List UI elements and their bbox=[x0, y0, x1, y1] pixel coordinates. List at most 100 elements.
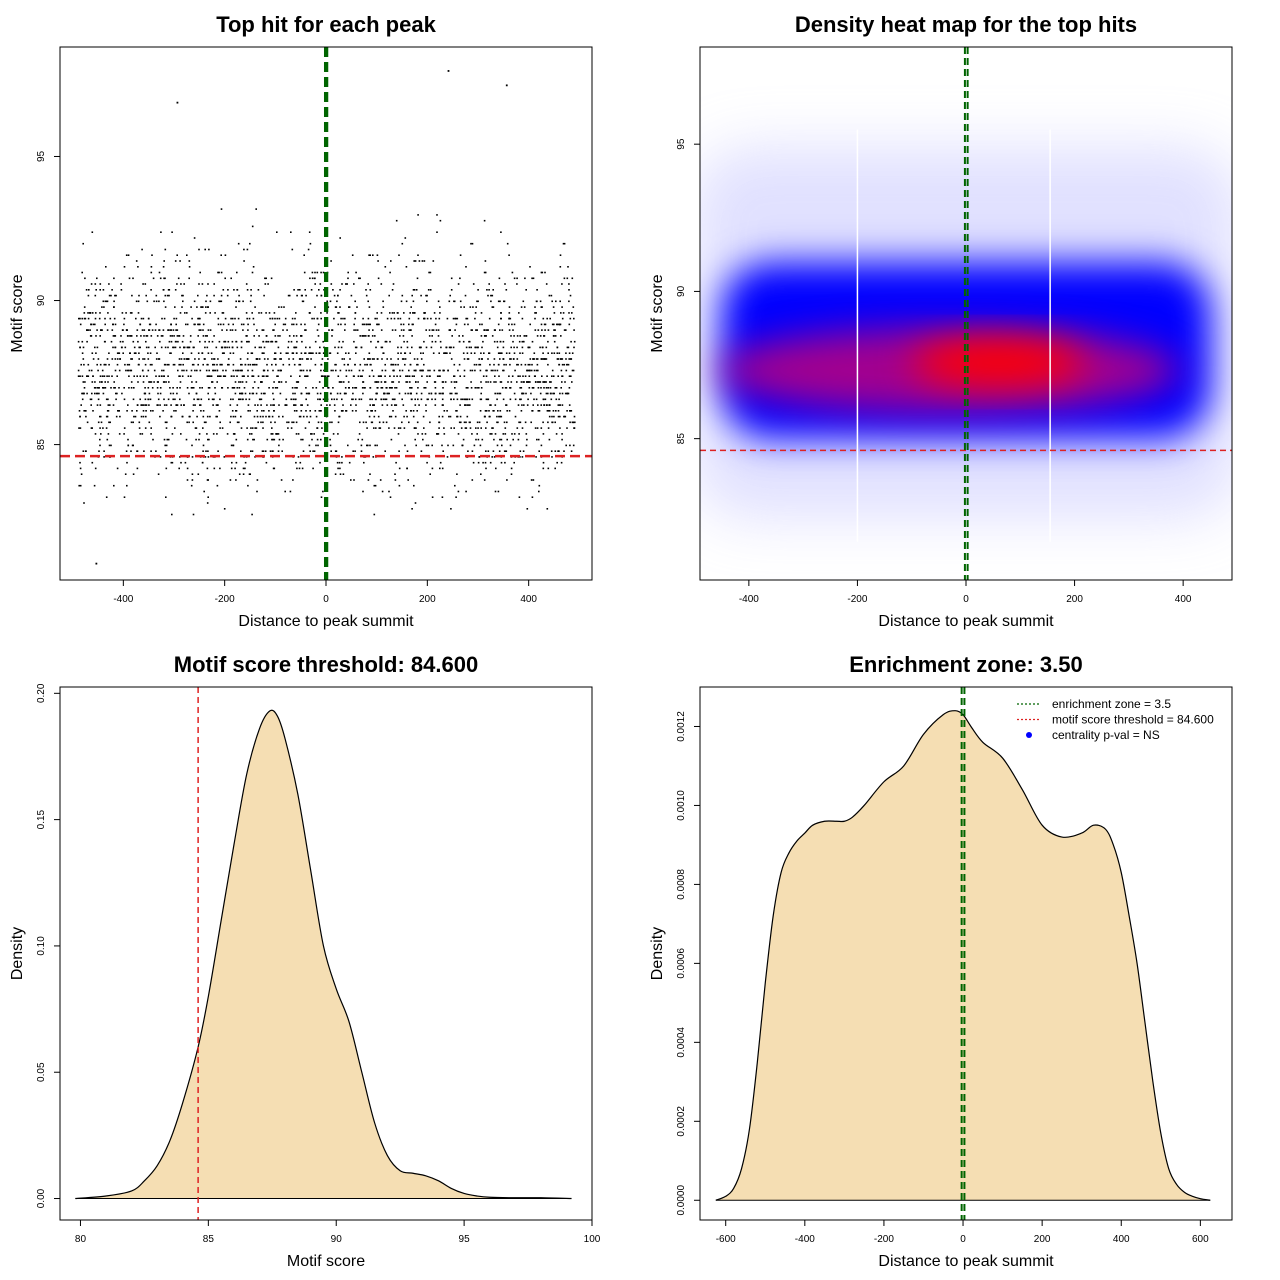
scatter-point bbox=[254, 404, 256, 406]
scatter-point bbox=[295, 352, 298, 354]
scatter-point bbox=[186, 467, 189, 470]
scatter-point bbox=[201, 306, 203, 308]
scatter-point bbox=[329, 421, 331, 424]
scatter-point bbox=[408, 369, 410, 372]
scatter-point bbox=[156, 404, 158, 406]
scatter-point bbox=[282, 329, 284, 331]
scatter-point bbox=[96, 404, 99, 406]
scatter-point bbox=[570, 410, 573, 412]
scatter-point bbox=[111, 358, 114, 360]
scatter-point bbox=[262, 450, 265, 452]
scatter-point bbox=[369, 444, 371, 447]
scatter-point bbox=[107, 381, 109, 383]
scatter-point bbox=[170, 415, 173, 418]
scatter-point bbox=[257, 387, 260, 389]
scatter-point bbox=[551, 352, 553, 354]
scatter-point bbox=[176, 387, 178, 389]
scatter-point bbox=[151, 254, 153, 256]
scatter-point bbox=[471, 398, 474, 401]
scatter-point bbox=[463, 369, 466, 372]
scatter-point bbox=[95, 352, 97, 354]
scatter-point bbox=[407, 392, 409, 395]
scatter-point bbox=[123, 496, 126, 498]
scatter-point bbox=[201, 387, 203, 389]
scatter-point bbox=[227, 340, 230, 343]
scatter-point bbox=[202, 450, 204, 452]
scatter-point bbox=[176, 101, 179, 104]
scatter-point bbox=[365, 421, 367, 424]
scatter-point bbox=[188, 266, 191, 268]
scatter-point bbox=[398, 254, 400, 256]
scatter-point bbox=[274, 335, 277, 337]
scatter-point bbox=[256, 410, 258, 412]
scatter-point bbox=[564, 381, 566, 383]
scatter-point bbox=[98, 450, 100, 452]
scatter-point bbox=[150, 335, 153, 337]
scatter-point bbox=[568, 323, 571, 326]
scatter-point bbox=[384, 363, 386, 366]
scatter-point bbox=[320, 294, 323, 297]
scatter-point bbox=[225, 369, 227, 372]
scatter-point bbox=[401, 421, 403, 424]
scatter-point bbox=[534, 427, 537, 429]
scatter-point bbox=[290, 231, 292, 233]
scatter-point bbox=[492, 369, 494, 372]
scatter-point bbox=[260, 312, 263, 314]
scatter-point bbox=[496, 415, 498, 418]
scatter-point bbox=[190, 352, 193, 354]
scatter-point bbox=[205, 421, 207, 424]
scatter-point bbox=[482, 375, 485, 377]
scatter-point bbox=[354, 300, 356, 303]
scatter-point bbox=[462, 335, 464, 337]
scatter-point bbox=[81, 375, 84, 377]
scatter-point bbox=[174, 398, 176, 401]
scatter-point bbox=[509, 363, 511, 366]
scatter-point bbox=[391, 381, 393, 383]
scatter-point bbox=[170, 340, 173, 343]
scatter-point bbox=[522, 381, 525, 383]
scatter-point bbox=[507, 381, 509, 383]
scatter-point bbox=[320, 496, 323, 498]
scatter-point bbox=[411, 508, 413, 510]
scatter-point bbox=[202, 427, 204, 429]
scatter-point bbox=[297, 289, 299, 291]
scatter-point bbox=[519, 387, 521, 389]
scatter-point bbox=[545, 392, 548, 395]
scatter-point bbox=[118, 433, 121, 435]
scatter-point bbox=[519, 398, 521, 401]
scatter-point bbox=[389, 340, 391, 343]
scatter-point bbox=[247, 404, 250, 406]
scatter-point bbox=[127, 369, 130, 372]
scatter-point bbox=[309, 277, 311, 280]
scatter-point bbox=[136, 329, 139, 331]
scatter-point bbox=[266, 340, 268, 343]
scatter-point bbox=[163, 381, 166, 383]
scatter-point bbox=[112, 404, 115, 406]
scatter-point bbox=[107, 433, 110, 435]
scatter-point bbox=[470, 242, 472, 245]
scatter-point bbox=[89, 335, 92, 337]
scatter-point bbox=[266, 375, 269, 377]
scatter-point bbox=[164, 444, 166, 447]
scatter-point bbox=[110, 340, 113, 343]
scatter-point bbox=[208, 369, 210, 372]
scatter-point bbox=[208, 438, 210, 441]
scatter-point bbox=[400, 346, 403, 349]
scatter-point bbox=[375, 346, 377, 349]
scatter-point bbox=[180, 461, 182, 464]
scatter-point bbox=[295, 410, 298, 412]
scatter-point bbox=[565, 352, 567, 354]
scatter-point bbox=[147, 369, 150, 372]
scatter-point bbox=[508, 352, 511, 354]
scatter-point bbox=[454, 484, 456, 487]
scatter-point bbox=[385, 340, 388, 343]
scatter-point bbox=[255, 392, 258, 395]
scatter-point bbox=[525, 392, 527, 395]
scatter-point bbox=[527, 363, 530, 366]
scatter-point bbox=[185, 323, 187, 326]
scatter-point bbox=[194, 358, 196, 360]
scatter-point bbox=[293, 346, 295, 349]
scatter-point bbox=[194, 369, 196, 372]
scatter-point bbox=[297, 433, 300, 435]
scatter-point bbox=[474, 369, 476, 372]
